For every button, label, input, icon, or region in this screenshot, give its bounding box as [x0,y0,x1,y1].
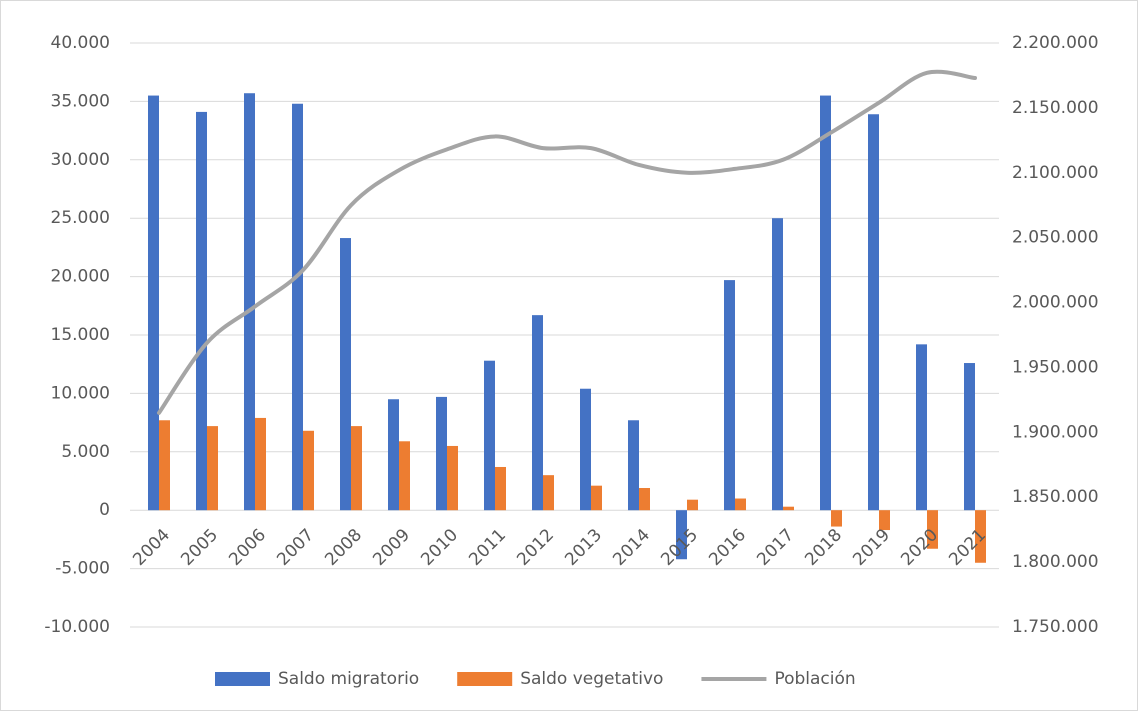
y2-tick-label: 2.000.000 [1012,293,1099,313]
y-tick-label: 30.000 [51,150,110,170]
bar [820,95,831,511]
bar [303,430,314,511]
y2-tick-label: 1.950.000 [1012,357,1099,377]
bar [196,111,207,511]
bar [436,396,447,511]
bar [484,360,495,511]
bar [340,238,351,511]
bar [831,510,842,527]
y-tick-label: 40.000 [51,33,110,53]
line [157,69,977,415]
y-tick-label: 25.000 [51,208,110,228]
bar [159,420,170,511]
bar [255,417,266,511]
bar [148,95,159,511]
bar [975,510,986,563]
legend-label: Población [774,669,855,689]
y-tick-label: 15.000 [51,325,110,345]
bar [639,488,650,511]
y2-tick-label: 2.050.000 [1012,228,1099,248]
bar [351,426,362,511]
bar [495,466,506,511]
y-tick-label: 35.000 [51,91,110,111]
bar [591,485,602,511]
legend-swatch [215,672,270,686]
y2-tick-label: 1.750.000 [1012,617,1099,637]
y-tick-label: 10.000 [51,383,110,403]
y2-tick-label: 1.850.000 [1012,487,1099,507]
bar [207,426,218,511]
y-tick-label: 5.000 [61,442,110,462]
bar [543,475,554,511]
bar [964,363,975,511]
bar [772,218,783,511]
bar [399,441,410,511]
legend-swatch [457,672,513,686]
bar [687,499,698,511]
bar [916,344,927,511]
bar [532,315,543,511]
bar [244,93,255,511]
bar [292,103,303,511]
bar [580,388,591,511]
bar [447,445,458,511]
y2-tick-label: 2.200.000 [1012,33,1099,53]
bar [868,114,879,511]
legend-label: Saldo vegetativo [520,669,663,689]
bar [735,498,746,511]
y2-tick-label: 1.900.000 [1012,422,1099,442]
y2-tick-label: 2.150.000 [1012,98,1099,118]
y-tick-label: -5.000 [55,559,110,579]
y-tick-label: 0 [99,500,110,520]
y2-tick-label: 1.800.000 [1012,552,1099,572]
bar [628,420,639,511]
y-tick-label: 20.000 [51,267,110,287]
legend-label: Saldo migratorio [278,669,419,689]
bar [927,510,938,549]
bar [724,280,735,511]
bar [388,399,399,511]
bar [676,510,687,560]
y2-tick-label: 2.100.000 [1012,163,1099,183]
y-tick-label: -10.000 [44,617,110,637]
bar [879,510,890,531]
bar [783,506,794,511]
